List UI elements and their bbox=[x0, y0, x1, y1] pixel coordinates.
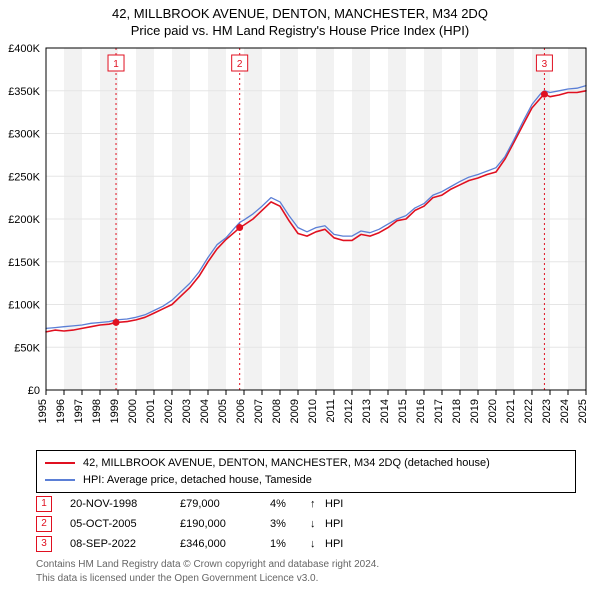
event-row: 1 20-NOV-1998£79,0004%↑HPI bbox=[36, 494, 343, 514]
event-table: 120-NOV-1998£79,0004%↑HPI205-OCT-2005£19… bbox=[36, 494, 343, 554]
title-subtitle: Price paid vs. HM Land Registry's House … bbox=[0, 23, 600, 38]
event-delta: 1% bbox=[270, 538, 310, 550]
y-tick-label: £250K bbox=[8, 171, 40, 183]
x-tick-label: 2015 bbox=[397, 399, 409, 423]
event-row: 2 05-OCT-2005£190,0003%↓HPI bbox=[36, 514, 343, 534]
x-tick-label: 1995 bbox=[37, 399, 49, 423]
legend-label: 42, MILLBROOK AVENUE, DENTON, MANCHESTER… bbox=[83, 455, 490, 472]
x-tick-label: 2019 bbox=[469, 399, 481, 423]
x-tick-label: 2004 bbox=[199, 399, 211, 423]
x-tick-label: 2022 bbox=[523, 399, 535, 423]
y-tick-label: £350K bbox=[8, 86, 40, 98]
legend-row: 42, MILLBROOK AVENUE, DENTON, MANCHESTER… bbox=[45, 455, 567, 472]
x-tick-label: 2012 bbox=[343, 399, 355, 423]
x-tick-label: 2025 bbox=[577, 399, 589, 423]
event-price: £346,000 bbox=[180, 538, 270, 550]
event-badge-number: 2 bbox=[237, 59, 243, 70]
event-marker bbox=[541, 91, 548, 98]
y-tick-label: £400K bbox=[8, 43, 40, 55]
event-delta: 3% bbox=[270, 518, 310, 530]
x-tick-label: 2018 bbox=[451, 399, 463, 423]
event-row-badge: 3 bbox=[36, 536, 52, 552]
event-row-badge: 2 bbox=[36, 516, 52, 532]
event-delta: 4% bbox=[270, 498, 310, 510]
x-tick-label: 2020 bbox=[487, 399, 499, 423]
x-tick-label: 2005 bbox=[217, 399, 229, 423]
x-tick-label: 1998 bbox=[91, 399, 103, 423]
price-chart: £0 £50K £100K £150K £200K £250K £300K £350K £400… bbox=[0, 40, 600, 450]
y-tick-label: £150K bbox=[8, 257, 40, 269]
event-date: 08-SEP-2022 bbox=[70, 538, 180, 550]
event-direction-icon: ↓ bbox=[310, 538, 325, 550]
event-reference: HPI bbox=[325, 518, 343, 530]
title-address: 42, MILLBROOK AVENUE, DENTON, MANCHESTER… bbox=[0, 6, 600, 21]
attribution: Contains HM Land Registry data © Crown c… bbox=[36, 558, 379, 585]
event-price: £190,000 bbox=[180, 518, 270, 530]
x-tick-label: 2002 bbox=[163, 399, 175, 423]
attribution-line: Contains HM Land Registry data © Crown c… bbox=[36, 558, 379, 572]
event-row: 3 08-SEP-2022£346,0001%↓HPI bbox=[36, 534, 343, 554]
x-tick-label: 2017 bbox=[433, 399, 445, 423]
event-date: 20-NOV-1998 bbox=[70, 498, 180, 510]
y-tick-label: £300K bbox=[8, 129, 40, 141]
legend-swatch bbox=[45, 479, 75, 481]
event-direction-icon: ↓ bbox=[310, 518, 325, 530]
x-tick-label: 2007 bbox=[253, 399, 265, 423]
x-tick-label: 2010 bbox=[307, 399, 319, 423]
x-tick-label: 1996 bbox=[55, 399, 67, 423]
event-date: 05-OCT-2005 bbox=[70, 518, 180, 530]
y-tick-label: £0 bbox=[28, 385, 40, 397]
y-tick-label: £50K bbox=[14, 342, 40, 354]
legend: 42, MILLBROOK AVENUE, DENTON, MANCHESTER… bbox=[36, 450, 576, 493]
y-tick-label: £200K bbox=[8, 214, 40, 226]
x-tick-label: 2024 bbox=[559, 399, 571, 423]
x-tick-label: 1999 bbox=[109, 399, 121, 423]
x-tick-label: 2011 bbox=[325, 399, 337, 423]
x-tick-label: 2013 bbox=[361, 399, 373, 423]
x-tick-label: 1997 bbox=[73, 399, 85, 423]
event-badge-number: 3 bbox=[542, 59, 548, 70]
event-price: £79,000 bbox=[180, 498, 270, 510]
x-tick-label: 2008 bbox=[271, 399, 283, 423]
x-tick-label: 2023 bbox=[541, 399, 553, 423]
x-tick-label: 2006 bbox=[235, 399, 247, 423]
event-reference: HPI bbox=[325, 538, 343, 550]
x-tick-label: 2001 bbox=[145, 399, 157, 423]
event-marker bbox=[236, 224, 243, 231]
x-tick-label: 2016 bbox=[415, 399, 427, 423]
legend-swatch bbox=[45, 462, 75, 464]
event-badge-number: 1 bbox=[113, 59, 119, 70]
legend-row: HPI: Average price, detached house, Tame… bbox=[45, 472, 567, 489]
titles: 42, MILLBROOK AVENUE, DENTON, MANCHESTER… bbox=[0, 0, 600, 38]
legend-label: HPI: Average price, detached house, Tame… bbox=[83, 472, 312, 489]
chart-container: { "title_line1": "42, MILLBROOK AVENUE, … bbox=[0, 0, 600, 590]
event-direction-icon: ↑ bbox=[310, 498, 325, 510]
event-row-badge: 1 bbox=[36, 496, 52, 512]
x-tick-label: 2021 bbox=[505, 399, 517, 423]
x-tick-label: 2014 bbox=[379, 399, 391, 423]
x-tick-label: 2003 bbox=[181, 399, 193, 423]
x-tick-label: 2000 bbox=[127, 399, 139, 423]
event-marker bbox=[113, 319, 120, 326]
y-tick-label: £100K bbox=[8, 300, 40, 312]
attribution-line: This data is licensed under the Open Gov… bbox=[36, 572, 379, 586]
event-reference: HPI bbox=[325, 498, 343, 510]
x-tick-label: 2009 bbox=[289, 399, 301, 423]
